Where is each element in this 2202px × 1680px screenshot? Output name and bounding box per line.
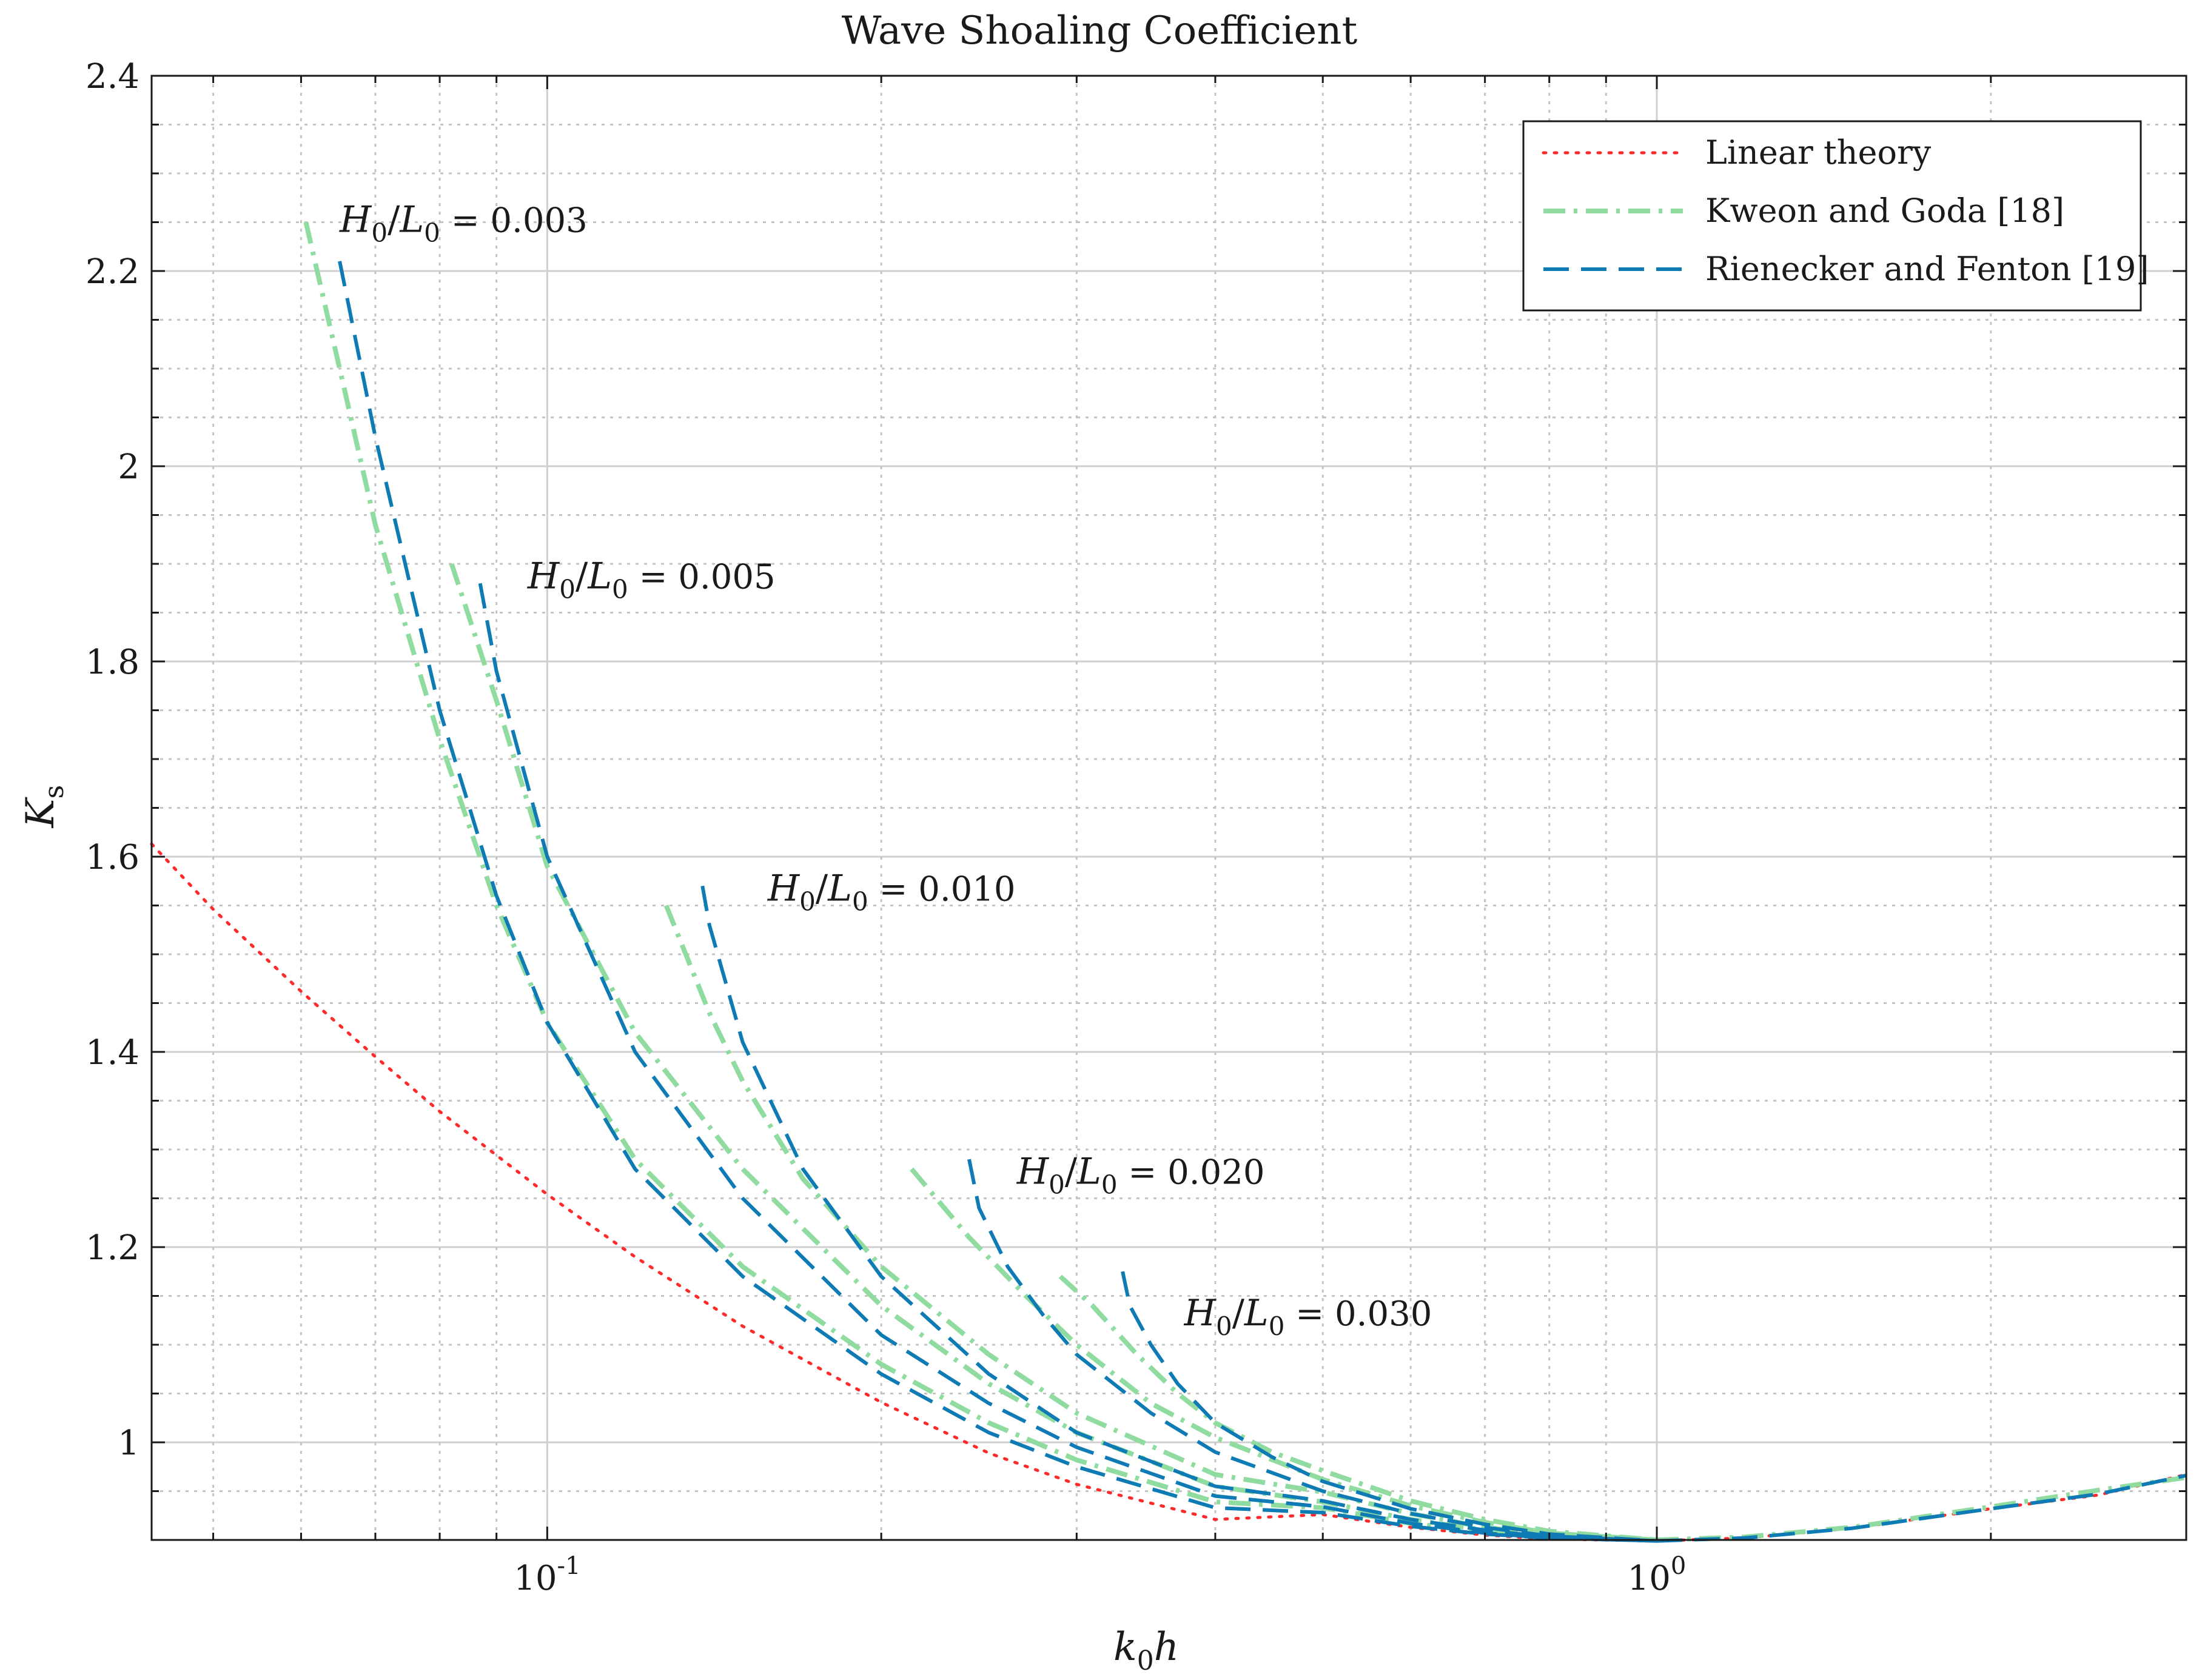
y-tick-label: 1 <box>118 1424 139 1463</box>
series-line <box>303 221 1657 1542</box>
y-tick-label: 2.4 <box>86 57 139 96</box>
series-line <box>910 1167 1657 1542</box>
series-line <box>700 885 1657 1543</box>
y-tick-label: 1.8 <box>86 643 139 682</box>
series-line <box>1121 1271 1657 1543</box>
y-axis-label: Ks <box>18 785 70 828</box>
series-line <box>663 905 1657 1542</box>
legend: Linear theory Kweon and Goda [18] Rienecke… <box>1522 120 2149 312</box>
series-line <box>150 842 2188 1543</box>
series-line <box>1058 1274 1657 1542</box>
y-tick-labels: 1 1.2 1.4 1.6 1.8 2 2.2 2.4 <box>86 57 139 1463</box>
y-tick-label: 2.2 <box>86 252 139 292</box>
series-line <box>1656 1473 2187 1543</box>
curve-annotation: H0/L0 = 0.003 <box>339 199 588 248</box>
axis-ticks <box>152 75 2187 1541</box>
x-tick-label: 10-1 <box>514 1552 580 1598</box>
x-tick-labels: 10-1 100 <box>514 1552 1686 1598</box>
curve-annotation: H0/L0 = 0.010 <box>767 867 1016 916</box>
series-line <box>967 1159 1657 1543</box>
legend-label: Rienecker and Fenton [19] <box>1705 250 2149 288</box>
y-tick-label: 1.6 <box>86 838 139 877</box>
x-tick-label: 100 <box>1628 1552 1687 1598</box>
legend-label: Kweon and Goda [18] <box>1705 192 2064 230</box>
y-tick-label: 2 <box>118 447 139 487</box>
curve-annotation: H0/L0 = 0.030 <box>1184 1292 1432 1341</box>
x-axis-label: k0h <box>1113 1625 1179 1676</box>
curve-annotations: H0/L0 = 0.003 H0/L0 = 0.005 H0/L0 = 0.010 H… <box>339 199 1432 1341</box>
series-line <box>478 583 1657 1543</box>
chart-title: Wave Shoaling Coefficient <box>842 8 1358 53</box>
y-tick-label: 1.2 <box>86 1228 139 1268</box>
legend-box <box>1522 120 2142 312</box>
legend-label: Linear theory <box>1705 133 1932 172</box>
y-tick-label: 1.4 <box>86 1033 139 1073</box>
curve-annotation: H0/L0 = 0.020 <box>1016 1150 1265 1199</box>
curve-annotation: H0/L0 = 0.005 <box>527 555 776 604</box>
plot-series <box>150 221 2188 1543</box>
